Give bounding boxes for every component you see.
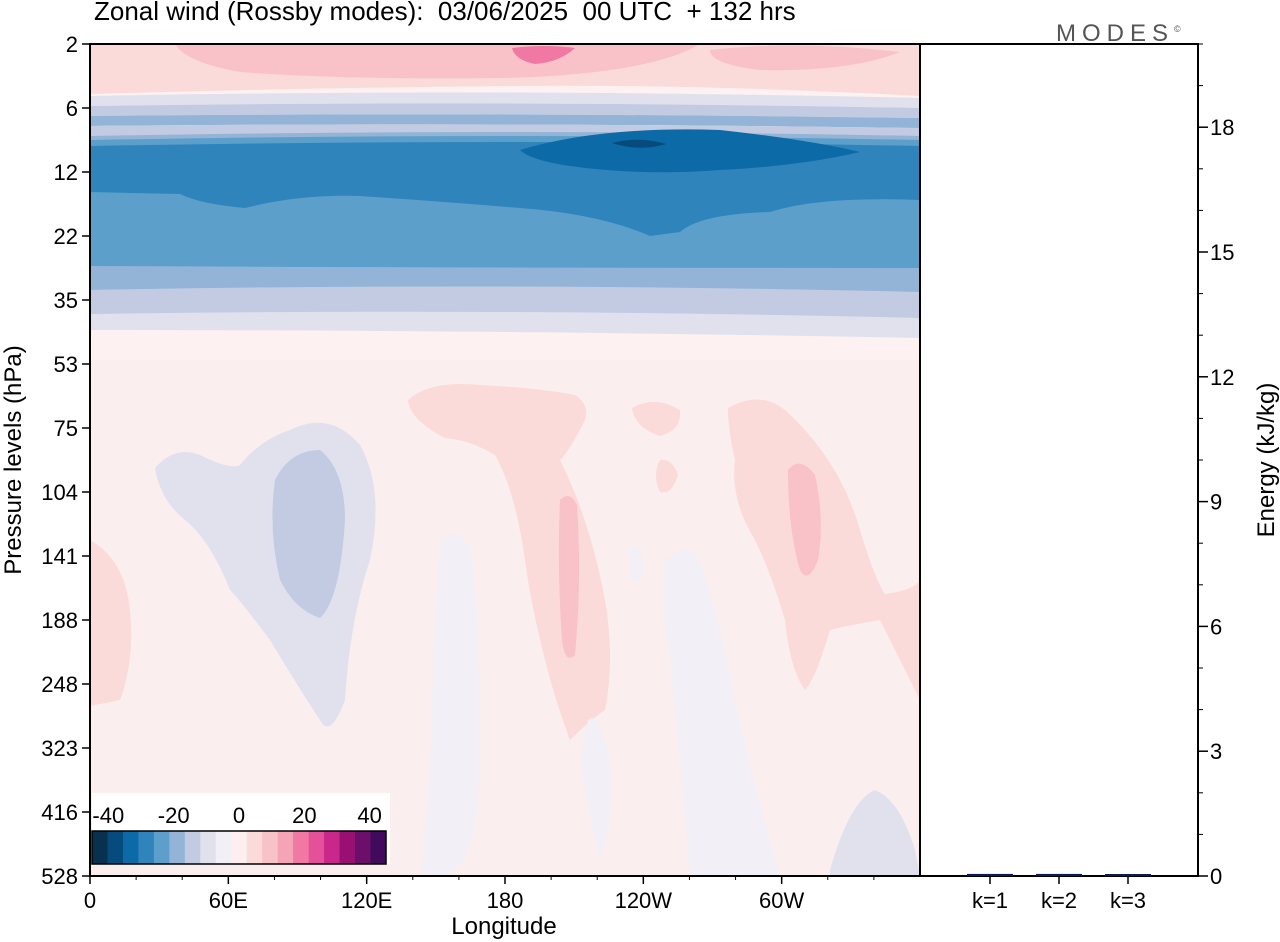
energy-tick-label: 9 [1210,490,1222,515]
contour-upper-westerly-max [512,46,575,64]
contour-band-east-core [520,129,860,173]
contour-tropo-easterly-core [272,450,345,618]
colorbar-swatch [107,831,124,864]
y-tick-label: 104 [41,480,78,505]
colorbar-tick-label: 0 [233,803,245,828]
modes-logo: MODES© [1056,20,1181,47]
x-tick-label: 60W [759,888,804,913]
energy-tick-label: 0 [1210,864,1222,889]
contour-band-weak-east [90,92,920,108]
energy-tick-label: 12 [1210,365,1234,390]
x-tick-label: 180 [487,888,524,913]
colorbar-swatch [262,831,279,864]
colorbar-swatch [200,831,217,864]
colorbar-swatch [277,831,294,864]
energy-bar [967,873,1013,876]
colorbar-swatch [355,831,372,864]
energy-axis-label: Energy (kJ/kg) [1253,383,1280,538]
y-tick-label: 416 [41,800,78,825]
colorbar-frame [91,830,387,865]
y-tick-label: 12 [54,160,78,185]
x-axis-label: Longitude [451,913,556,940]
colorbar: -40 -20 0 20 40 [91,793,390,865]
y-tick-label: 22 [54,224,78,249]
colorbar-swatch [231,831,248,864]
longitude-axis: 0 60E 120E 180 120W 60W [84,876,875,913]
colorbar-swatch [293,831,310,864]
colorbar-tick-label: 20 [292,803,316,828]
colorbar-swatch [169,831,186,864]
colorbar-swatch [153,831,170,864]
colorbar-tick-label: -20 [158,803,190,828]
y-tick-label: 53 [54,352,78,377]
x-tick-label: 120E [341,888,392,913]
contour-band-lower-east-2 [90,286,920,318]
x-tick-label: 120W [615,888,673,913]
y-tick-label: 528 [41,864,78,889]
contour-tropo-calm [420,533,780,876]
contour-band-east-3 [90,114,920,128]
colorbar-tick-label: -40 [92,803,124,828]
y-tick-label: 188 [41,608,78,633]
colorbar-swatch [324,831,341,864]
y-tick-label: 6 [66,96,78,121]
colorbar-swatch [122,831,139,864]
colorbar-swatch [184,831,201,864]
energy-axis: 0 3 6 9 12 15 18 [1198,43,1234,889]
y-tick-label: 35 [54,288,78,313]
energy-tick-label: 15 [1210,240,1234,265]
x-tick-label: 60E [209,888,248,913]
energy-plot-frame [919,43,1199,877]
energy-tick-label: 18 [1210,115,1234,140]
colorbar-tick-label: 40 [357,803,381,828]
contour-band-east-max [612,139,666,148]
contour-tropo-easterly [155,422,920,876]
contour-field [90,44,920,876]
y-tick-label: 141 [41,544,78,569]
colorbar-swatch [246,831,263,864]
chart-title: Zonal wind (Rossby modes): 03/06/2025 00… [94,0,796,26]
y-tick-label: 2 [66,32,78,57]
contour-tropo-westerly-core [558,463,821,658]
energy-bar [1036,873,1082,876]
y-tick-label: 248 [41,672,78,697]
energy-bar-label: k=2 [1041,888,1077,913]
contour-tropo-westerly [90,384,920,740]
energy-bars: k=1 k=2 k=3 [967,873,1151,913]
colorbar-swatch [339,831,356,864]
energy-tick-label: 6 [1210,614,1222,639]
colorbar-swatch [215,831,232,864]
energy-tick-label: 3 [1210,739,1222,764]
colorbar-swatch [138,831,155,864]
colorbar-swatch [308,831,325,864]
energy-bar [1105,874,1151,876]
contour-band-east-2 [90,103,920,118]
x-tick-label: 0 [84,888,96,913]
pressure-axis: 2 6 12 22 35 53 75 104 141 188 248 323 416 528 [41,32,90,889]
y-axis-label: Pressure levels (hPa) [0,345,27,574]
y-tick-label: 323 [41,736,78,761]
y-tick-label: 75 [54,416,78,441]
colorbar-swatch [370,831,387,864]
colorbar-swatch [92,831,108,864]
energy-bar-label: k=1 [972,888,1008,913]
energy-bar-label: k=3 [1110,888,1146,913]
